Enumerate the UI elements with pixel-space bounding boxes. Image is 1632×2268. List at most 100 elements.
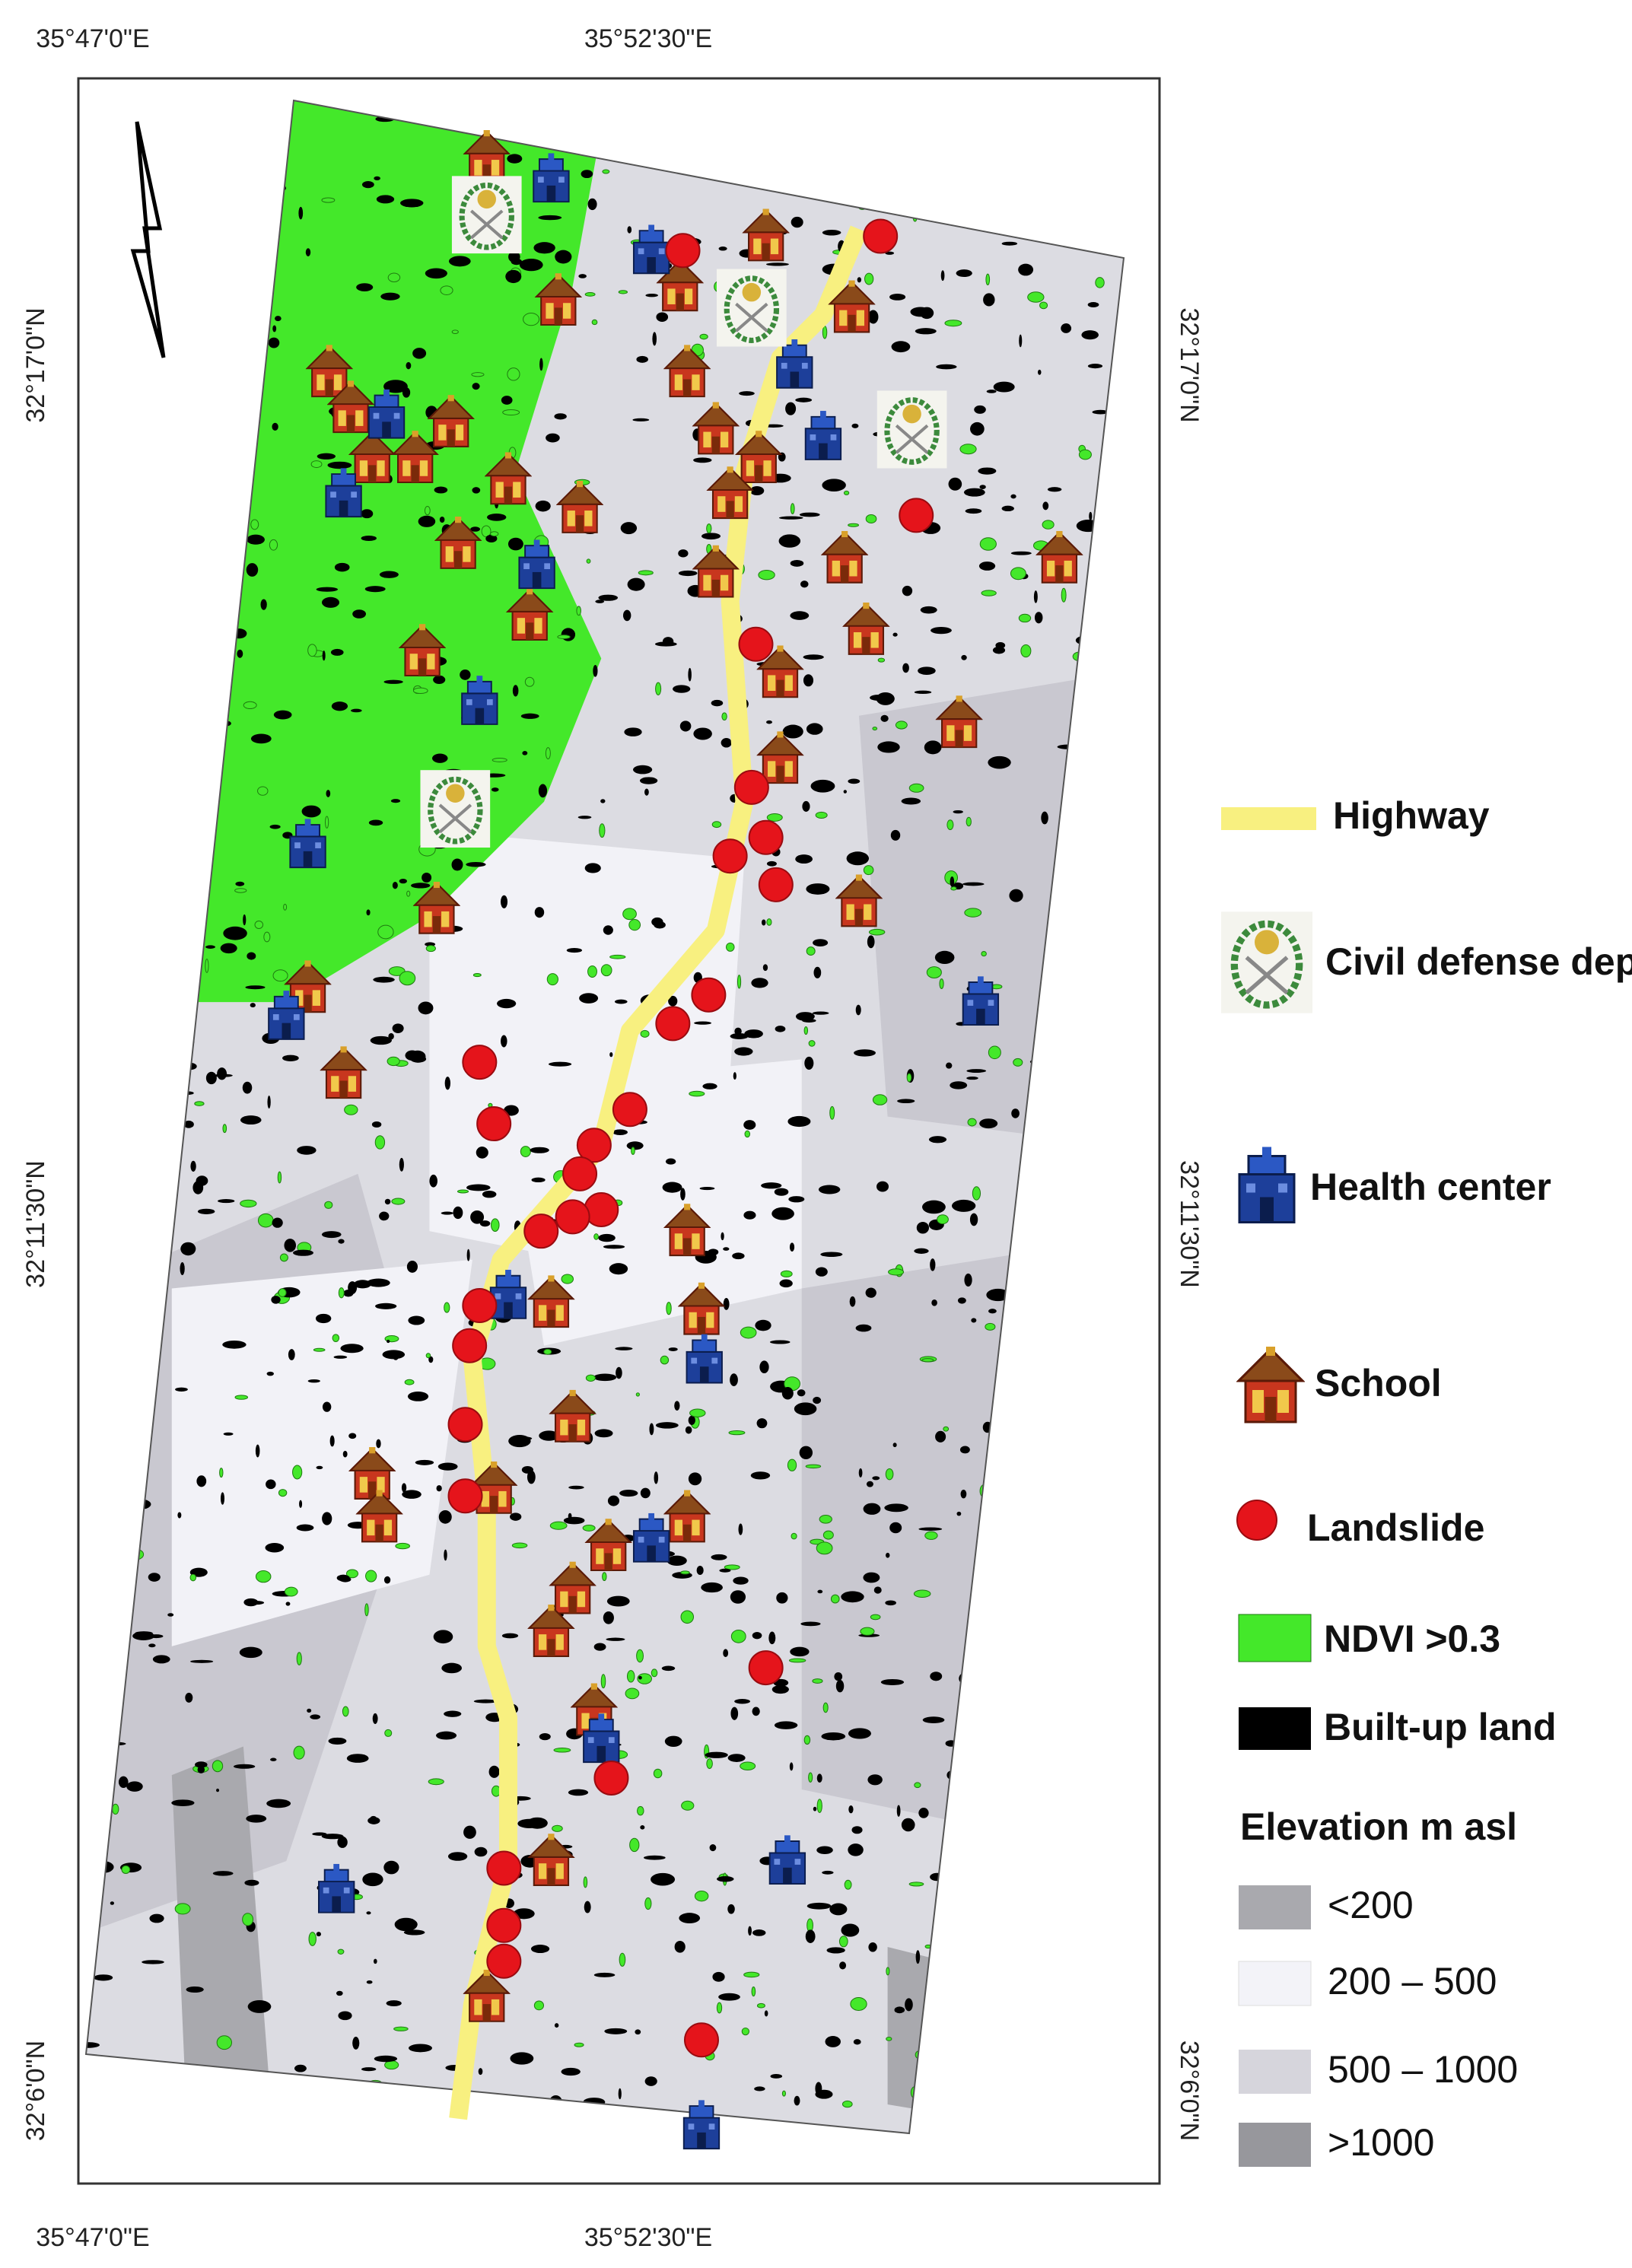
builtup-patch [873, 1586, 882, 1594]
ndvi-patch [524, 676, 535, 687]
ndvi-patch [342, 1706, 349, 1717]
ndvi-patch [694, 1890, 709, 1902]
builtup-patch [407, 1392, 429, 1401]
ndvi-patch [582, 1524, 596, 1532]
landslide [748, 819, 784, 855]
ndvi-patch [766, 813, 783, 822]
builtup-patch [197, 1208, 215, 1214]
builtup-patch [988, 755, 1011, 769]
ndvi-patch [424, 506, 431, 516]
builtup-patch [970, 421, 985, 436]
ndvi-patch [344, 1104, 358, 1115]
builtup-patch [785, 402, 797, 415]
builtup-patch [1010, 494, 1016, 499]
builtup-patch [618, 2088, 622, 2100]
builtup-patch [761, 1182, 782, 1189]
builtup-patch [379, 1211, 390, 1221]
builtup-patch [403, 1929, 425, 1936]
builtup-patch [813, 939, 829, 946]
ndvi-patch [365, 1570, 377, 1583]
ndvi-patch [387, 1056, 400, 1067]
landslide [486, 1943, 522, 1979]
builtup-patch [331, 701, 348, 711]
ndvi-patch [546, 973, 558, 986]
ndvi-patch [440, 285, 453, 295]
builtup-patch [338, 2011, 352, 2021]
builtup-patch [863, 1503, 881, 1515]
ndvi-patch [1020, 644, 1032, 658]
builtup-patch [948, 477, 962, 491]
builtup-patch [132, 1631, 154, 1640]
landslide [562, 1156, 598, 1191]
ndvi-patch [250, 519, 259, 530]
health-center [682, 2100, 721, 2150]
builtup-patch [644, 2076, 657, 2086]
ndvi-patch [174, 1903, 191, 1915]
ndvi-patch [744, 1130, 751, 1138]
builtup-patch [897, 1099, 915, 1104]
ndvi-patch [886, 2037, 892, 2041]
top-coordinate: 35°47'0"E [36, 24, 149, 53]
builtup-patch [668, 995, 678, 1007]
ndvi-patch [189, 1573, 197, 1582]
ndvi-patch [626, 1670, 635, 1683]
builtup-patch [966, 1077, 978, 1080]
ndvi-patch [552, 1824, 563, 1832]
builtup-patch [392, 1023, 404, 1034]
elevation-zone [501, 1059, 802, 1346]
ndvi-patch [788, 1658, 806, 1663]
builtup-patch [1092, 409, 1109, 415]
builtup-patch [272, 1217, 283, 1228]
ndvi-patch [345, 1569, 359, 1579]
builtup-patch [770, 2073, 783, 2079]
ndvi-patch [395, 1542, 410, 1550]
builtup-patch [429, 1174, 437, 1188]
builtup-patch [346, 1754, 369, 1763]
builtup-patch [609, 1263, 628, 1275]
builtup-patch [733, 1072, 736, 1080]
builtup-patch [971, 1318, 977, 1323]
builtup-patch [519, 259, 543, 272]
builtup-patch [822, 229, 841, 236]
ndvi-patch [549, 1521, 568, 1530]
ndvi-patch [278, 1288, 287, 1297]
builtup-patch [708, 1249, 719, 1256]
builtup-patch [816, 1773, 822, 1783]
builtup-patch [867, 310, 879, 324]
ndvi-patch [255, 1570, 272, 1583]
ndvi-patch [451, 329, 459, 335]
builtup-patch [1018, 263, 1034, 276]
ndvi-patch [979, 537, 997, 551]
builtup-patch [644, 1855, 666, 1860]
ndvi-patch [822, 1530, 834, 1540]
builtup-patch [636, 355, 648, 363]
builtup-patch [880, 714, 889, 722]
builtup-patch [624, 727, 642, 736]
builtup-patch [797, 1389, 806, 1397]
builtup-patch [688, 1472, 702, 1486]
builtup-patch [175, 1387, 188, 1392]
ndvi-patch [602, 169, 610, 174]
legend-label: School [1315, 1362, 1442, 1404]
builtup-patch [305, 248, 311, 256]
builtup-patch [399, 879, 407, 884]
builtup-patch [352, 609, 366, 619]
builtup-patch [269, 824, 281, 829]
builtup-patch [922, 1716, 945, 1724]
builtup-patch [433, 1630, 453, 1644]
builtup-patch [372, 1713, 378, 1724]
builtup-patch [322, 596, 339, 608]
builtup-patch [472, 383, 480, 390]
builtup-patch [626, 1141, 644, 1150]
builtup-patch [487, 513, 507, 521]
builtup-patch [361, 2067, 377, 2072]
ndvi-patch [593, 1233, 599, 1240]
legend-elev-swatch [1239, 1885, 1311, 1929]
builtup-patch [615, 1347, 633, 1350]
builtup-patch [886, 1552, 890, 1558]
legend-label: Highway [1333, 794, 1490, 837]
builtup-patch [768, 1631, 776, 1645]
builtup-patch [418, 1001, 434, 1015]
ndvi-patch [706, 523, 712, 534]
ndvi-patch [815, 811, 828, 819]
